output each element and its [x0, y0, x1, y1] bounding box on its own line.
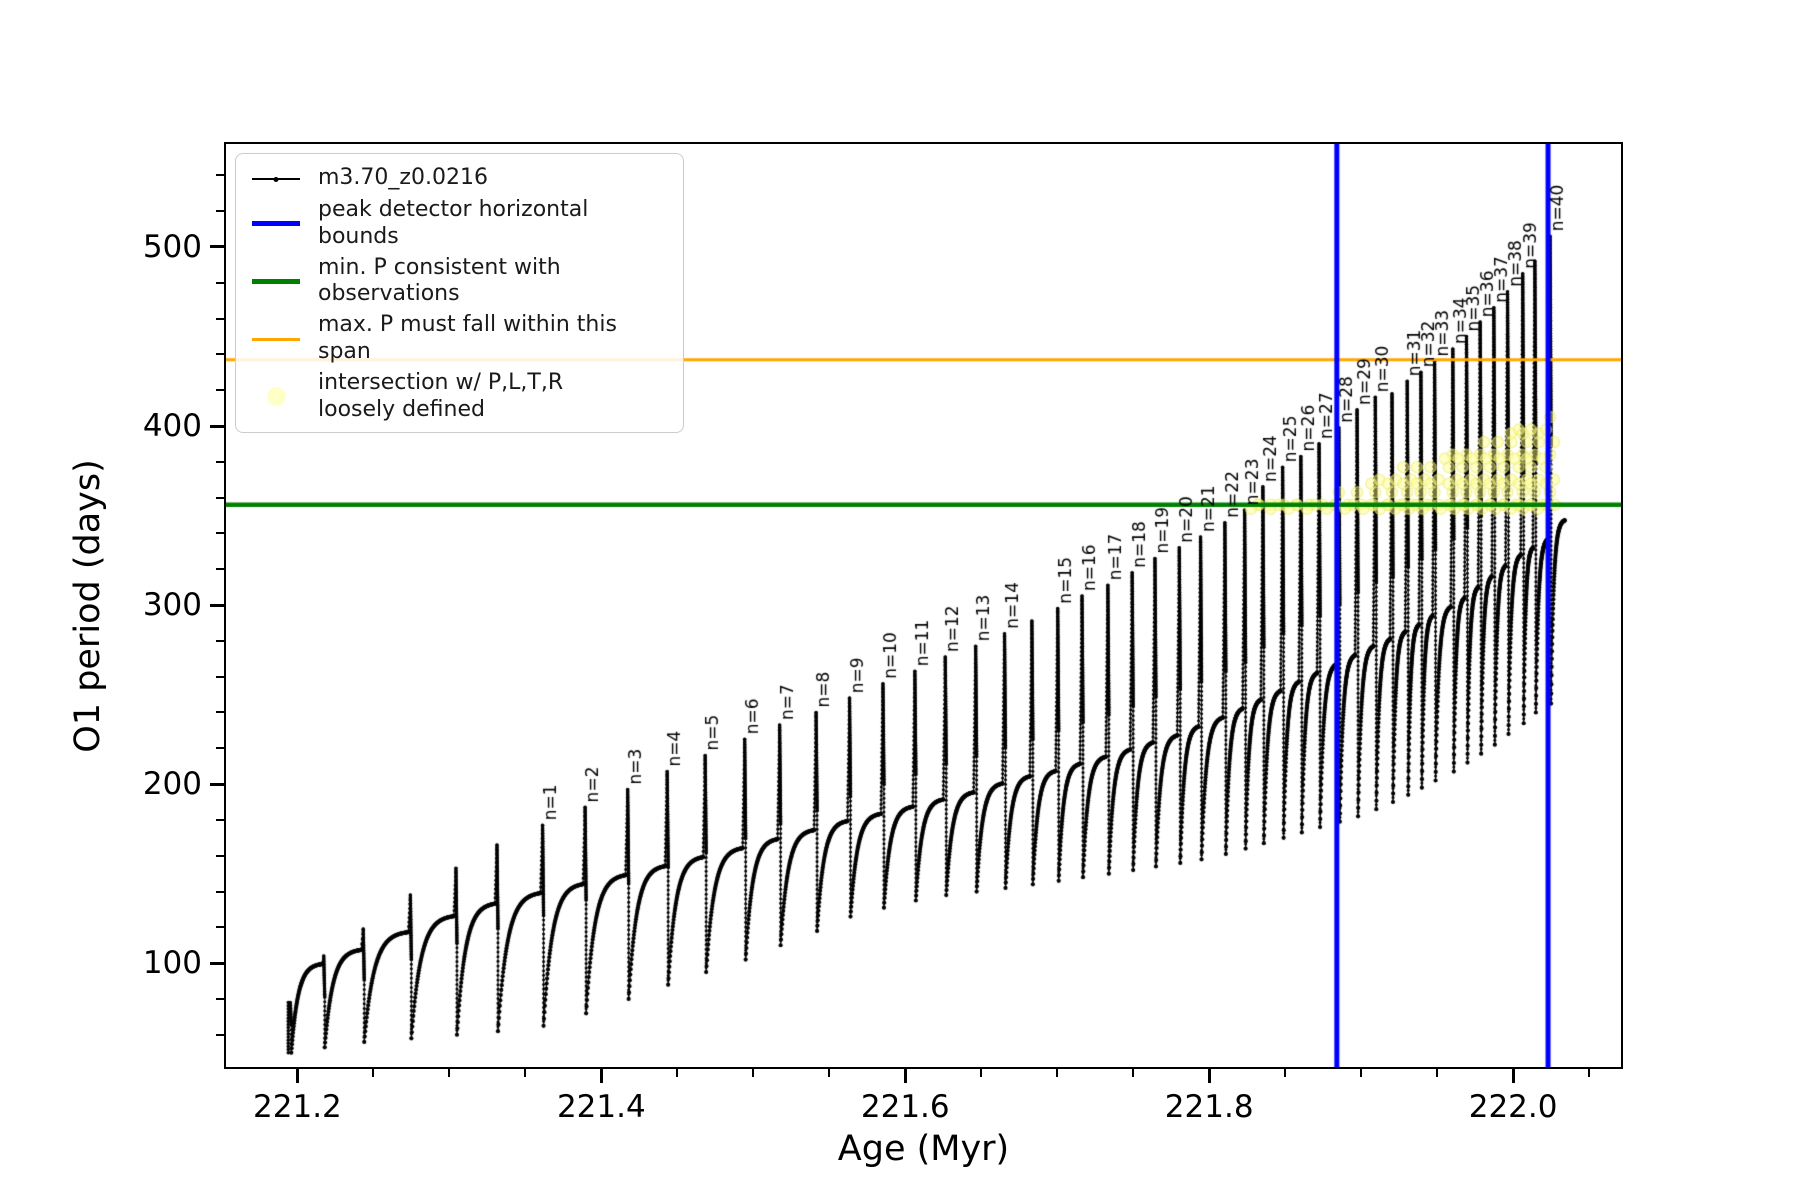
x-tick-label: 222.0: [1468, 1089, 1558, 1125]
yellow-marker-icon: [252, 387, 300, 407]
y-minor-tick: [216, 281, 224, 284]
y-axis-label: O1 period (days): [68, 458, 108, 753]
x-minor-tick: [524, 1069, 527, 1077]
y-minor-tick: [216, 210, 224, 213]
legend-label-intersection: intersection w/ P,L,T,R loosely defined: [318, 369, 564, 422]
legend: m3.70_z0.0216 peak detector horizontal b…: [235, 153, 684, 433]
blue-line-icon: [252, 221, 300, 227]
x-minor-tick: [980, 1069, 983, 1077]
x-tick-label: 221.8: [1164, 1089, 1254, 1125]
x-minor-tick: [828, 1069, 831, 1077]
y-major-tick: [210, 424, 224, 428]
y-minor-tick: [216, 997, 224, 1000]
x-minor-tick: [1436, 1069, 1439, 1077]
y-minor-tick: [216, 747, 224, 750]
y-minor-tick: [216, 890, 224, 893]
x-major-tick: [599, 1069, 603, 1083]
legend-item-series: m3.70_z0.0216: [252, 164, 667, 193]
x-minor-tick: [1588, 1069, 1591, 1077]
y-tick-label: 200: [142, 766, 202, 803]
y-minor-tick: [216, 1033, 224, 1036]
x-major-tick: [1207, 1069, 1211, 1083]
x-minor-tick: [372, 1069, 375, 1077]
legend-item-intersection: intersection w/ P,L,T,R loosely defined: [252, 370, 667, 424]
y-minor-tick: [216, 639, 224, 642]
y-minor-tick: [216, 317, 224, 320]
x-major-tick: [1511, 1069, 1515, 1083]
legend-label-series: m3.70_z0.0216: [318, 165, 488, 191]
x-minor-tick: [1132, 1069, 1135, 1077]
y-minor-tick: [216, 174, 224, 177]
green-line-icon: [252, 278, 300, 284]
y-minor-tick: [216, 675, 224, 678]
legend-label-max-p: max. P must fall within this span: [318, 312, 617, 365]
y-minor-tick: [216, 532, 224, 535]
y-major-tick: [210, 603, 224, 607]
y-minor-tick: [216, 353, 224, 356]
x-major-tick: [295, 1069, 299, 1083]
x-major-tick: [903, 1069, 907, 1083]
x-minor-tick: [752, 1069, 755, 1077]
legend-label-min-p: min. P consistent with observations: [318, 254, 561, 307]
y-major-tick: [210, 961, 224, 965]
y-minor-tick: [216, 854, 224, 857]
y-minor-tick: [216, 926, 224, 929]
legend-item-min-p: min. P consistent with observations: [252, 255, 667, 309]
x-minor-tick: [1284, 1069, 1287, 1077]
x-minor-tick: [448, 1069, 451, 1077]
y-minor-tick: [216, 389, 224, 392]
orange-line-icon: [252, 337, 300, 341]
x-tick-label: 221.4: [556, 1089, 646, 1125]
y-minor-tick: [216, 711, 224, 714]
x-minor-tick: [1056, 1069, 1059, 1077]
x-tick-label: 221.2: [253, 1089, 342, 1125]
x-minor-tick: [676, 1069, 679, 1077]
y-tick-label: 500: [142, 228, 202, 265]
legend-item-max-p: max. P must fall within this span: [252, 312, 667, 366]
y-tick-label: 100: [142, 945, 202, 982]
legend-label-peak-bounds: peak detector horizontal bounds: [318, 197, 589, 249]
y-major-tick: [210, 782, 224, 786]
series-line-icon: [252, 176, 300, 182]
y-minor-tick: [216, 496, 224, 499]
x-minor-tick: [1360, 1069, 1363, 1077]
x-tick-label: 221.6: [860, 1089, 950, 1125]
x-axis-label: Age (Myr): [837, 1129, 1010, 1169]
y-minor-tick: [216, 818, 224, 821]
y-tick-label: 400: [142, 408, 202, 444]
legend-item-peak-bounds: peak detector horizontal bounds: [252, 197, 667, 251]
y-tick-label: 300: [142, 587, 202, 624]
y-minor-tick: [216, 568, 224, 571]
y-minor-tick: [216, 460, 224, 463]
y-major-tick: [210, 245, 224, 249]
